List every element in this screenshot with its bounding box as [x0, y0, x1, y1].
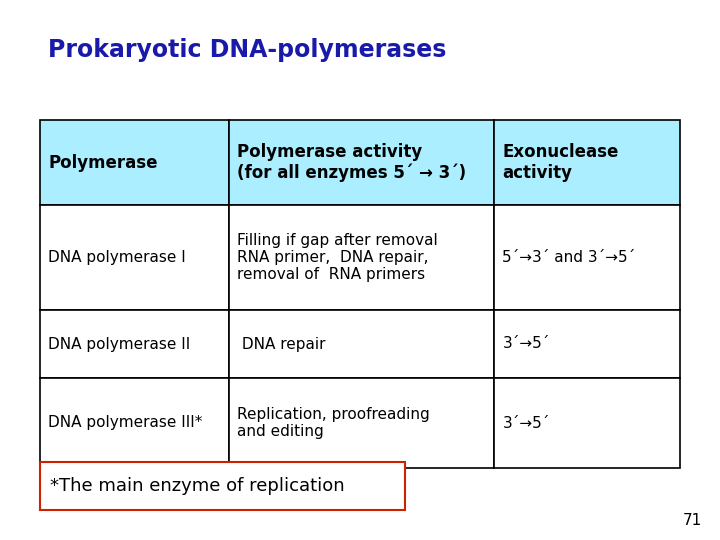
Text: 3´→5´: 3´→5´: [503, 415, 550, 430]
Bar: [40, 310, 229, 378]
Text: Replication, proofreading
and editing: Replication, proofreading and editing: [237, 407, 430, 439]
Bar: [229, 378, 495, 468]
Bar: [40, 120, 229, 205]
Text: Polymerase activity
(for all enzymes 5´ → 3´): Polymerase activity (for all enzymes 5´ …: [237, 143, 466, 182]
Bar: [40, 205, 229, 310]
Text: Filling if gap after removal
RNA primer,  DNA repair,
removal of  RNA primers: Filling if gap after removal RNA primer,…: [237, 233, 438, 282]
Bar: [40, 378, 229, 468]
Text: DNA repair: DNA repair: [237, 336, 325, 352]
Text: 71: 71: [683, 513, 702, 528]
Bar: [495, 310, 680, 378]
Text: DNA polymerase III*: DNA polymerase III*: [48, 415, 202, 430]
Text: 3´→5´: 3´→5´: [503, 336, 550, 352]
Bar: [229, 120, 495, 205]
Bar: [495, 378, 680, 468]
Bar: [495, 205, 680, 310]
Text: *The main enzyme of replication: *The main enzyme of replication: [50, 477, 345, 495]
Text: Prokaryotic DNA-polymerases: Prokaryotic DNA-polymerases: [48, 38, 446, 62]
Text: DNA polymerase I: DNA polymerase I: [48, 250, 186, 265]
Text: Polymerase: Polymerase: [48, 153, 158, 172]
Text: 5´→3´ and 3´→5´: 5´→3´ and 3´→5´: [503, 250, 636, 265]
Bar: [40, 462, 405, 510]
Bar: [229, 205, 495, 310]
Bar: [495, 120, 680, 205]
Bar: [229, 310, 495, 378]
Text: Exonuclease
activity: Exonuclease activity: [503, 143, 618, 182]
Text: DNA polymerase II: DNA polymerase II: [48, 336, 190, 352]
